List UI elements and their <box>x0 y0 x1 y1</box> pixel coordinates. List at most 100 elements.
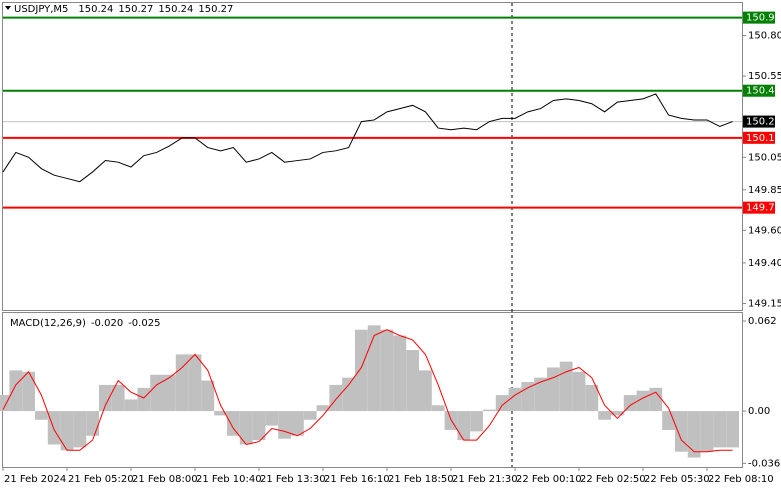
ohlc-value: 150.27 <box>198 4 233 15</box>
macd-bar <box>137 387 151 412</box>
macd-bar <box>623 395 637 412</box>
macd-bar <box>572 371 586 412</box>
level-label-box <box>743 84 775 97</box>
y-tick-label: 149.40 <box>748 258 781 269</box>
macd-bar <box>393 335 407 412</box>
x-tick-label: 21 Feb 13:30 <box>260 474 326 485</box>
macd-bar <box>214 411 227 416</box>
macd-bar <box>380 329 394 412</box>
x-tick-label: 22 Feb 00:10 <box>516 474 582 485</box>
macd-bar <box>355 329 368 412</box>
macd-bar <box>431 405 445 412</box>
x-tick-label: 21 Feb 10:40 <box>196 474 262 485</box>
macd-bar <box>726 411 739 448</box>
macd-bar <box>419 370 432 412</box>
x-tick-label: 22 Feb 02:50 <box>580 474 646 485</box>
macd-bar <box>598 411 611 420</box>
macd-bar <box>252 411 266 441</box>
y-tick-label: 150.05 <box>748 152 781 163</box>
macd-frame <box>2 312 743 468</box>
macd-bar <box>483 409 496 412</box>
macd-readout: -0.020 <box>91 318 123 329</box>
x-tick-label: 22 Feb 05:30 <box>644 474 710 485</box>
macd-bar <box>342 377 355 412</box>
y-tick-label: 149.85 <box>748 185 781 196</box>
macd-bar <box>47 411 61 445</box>
macd-bar <box>22 371 35 412</box>
macd-bar <box>559 361 573 412</box>
x-tick-label: 21 Feb 08:00 <box>132 474 198 485</box>
macd-bar <box>521 382 535 412</box>
macd-bar <box>35 411 48 420</box>
level-label-box <box>743 11 775 24</box>
y-tick-label: 149.15 <box>748 299 781 310</box>
price-frame <box>2 2 743 311</box>
macd-bar <box>175 354 189 412</box>
macd-bar <box>124 399 138 412</box>
level-label: 150.91 <box>746 13 781 24</box>
macd-bar <box>367 325 381 412</box>
macd-bar <box>60 411 74 451</box>
macd-bar <box>73 411 87 448</box>
y-tick-label: -0.036 <box>748 458 780 469</box>
y-tick-label: 150.80 <box>748 30 781 41</box>
macd-bar <box>457 411 471 441</box>
macd-bar <box>150 374 163 412</box>
macd-bar <box>585 384 599 412</box>
x-tick-label: 21 Feb 2024 <box>4 474 66 485</box>
macd-title: MACD(12,26,9) <box>10 318 86 329</box>
x-tick-label: 22 Feb 08:10 <box>708 474 774 485</box>
macd-bar <box>495 395 509 412</box>
last-price-box <box>743 115 775 128</box>
macd-bar <box>649 387 663 412</box>
macd-bar <box>406 350 419 412</box>
macd-bar <box>163 374 176 412</box>
level-label-box <box>743 201 775 214</box>
macd-bar <box>201 380 215 412</box>
macd-bar <box>291 411 304 436</box>
signal-line <box>2 329 733 453</box>
macd-bar <box>713 411 727 448</box>
level-label: 150.46 <box>746 86 781 97</box>
level-label: 149.74 <box>746 203 781 214</box>
level-label: 150.17 <box>746 133 781 144</box>
macd-bar <box>239 411 253 445</box>
ohlc-value: 150.27 <box>118 4 153 15</box>
macd-bar <box>0 395 10 412</box>
macd-bar <box>278 411 291 439</box>
level-label-box <box>743 131 775 144</box>
macd-bar <box>188 354 202 412</box>
macd-bar <box>508 387 522 412</box>
x-tick-label: 21 Feb 18:50 <box>388 474 454 485</box>
macd-bar <box>111 384 125 412</box>
price-line <box>2 93 733 183</box>
macd-bar <box>611 411 624 416</box>
ohlc-value: 150.24 <box>78 4 113 15</box>
macd-bar <box>329 384 343 412</box>
macd-readout: -0.025 <box>128 318 160 329</box>
last-price-label: 150.27 <box>746 117 781 128</box>
macd-bar <box>265 411 279 426</box>
x-tick-label: 21 Feb 05:20 <box>68 474 134 485</box>
macd-bar <box>86 411 99 436</box>
macd-bar <box>227 411 240 436</box>
dropdown-icon <box>5 6 11 10</box>
macd-bar <box>687 411 701 458</box>
y-tick-label: 150.55 <box>748 71 781 82</box>
macd-bar <box>534 377 547 412</box>
macd-bar <box>470 411 483 432</box>
macd-bar <box>700 411 714 452</box>
ohlc-value: 150.24 <box>158 4 193 15</box>
y-tick-label: 149.60 <box>748 225 781 236</box>
macd-bar <box>675 411 688 452</box>
symbol-title: USDJPY,M5 <box>14 4 68 15</box>
x-tick-label: 21 Feb 21:30 <box>452 474 518 485</box>
macd-bar <box>547 367 560 412</box>
macd-bar <box>316 405 330 412</box>
y-tick-label: 0.00 <box>748 406 770 417</box>
x-tick-label: 21 Feb 16:10 <box>324 474 390 485</box>
macd-bar <box>636 390 650 412</box>
y-tick-label: 0.062 <box>748 316 777 327</box>
macd-bar <box>99 384 112 412</box>
